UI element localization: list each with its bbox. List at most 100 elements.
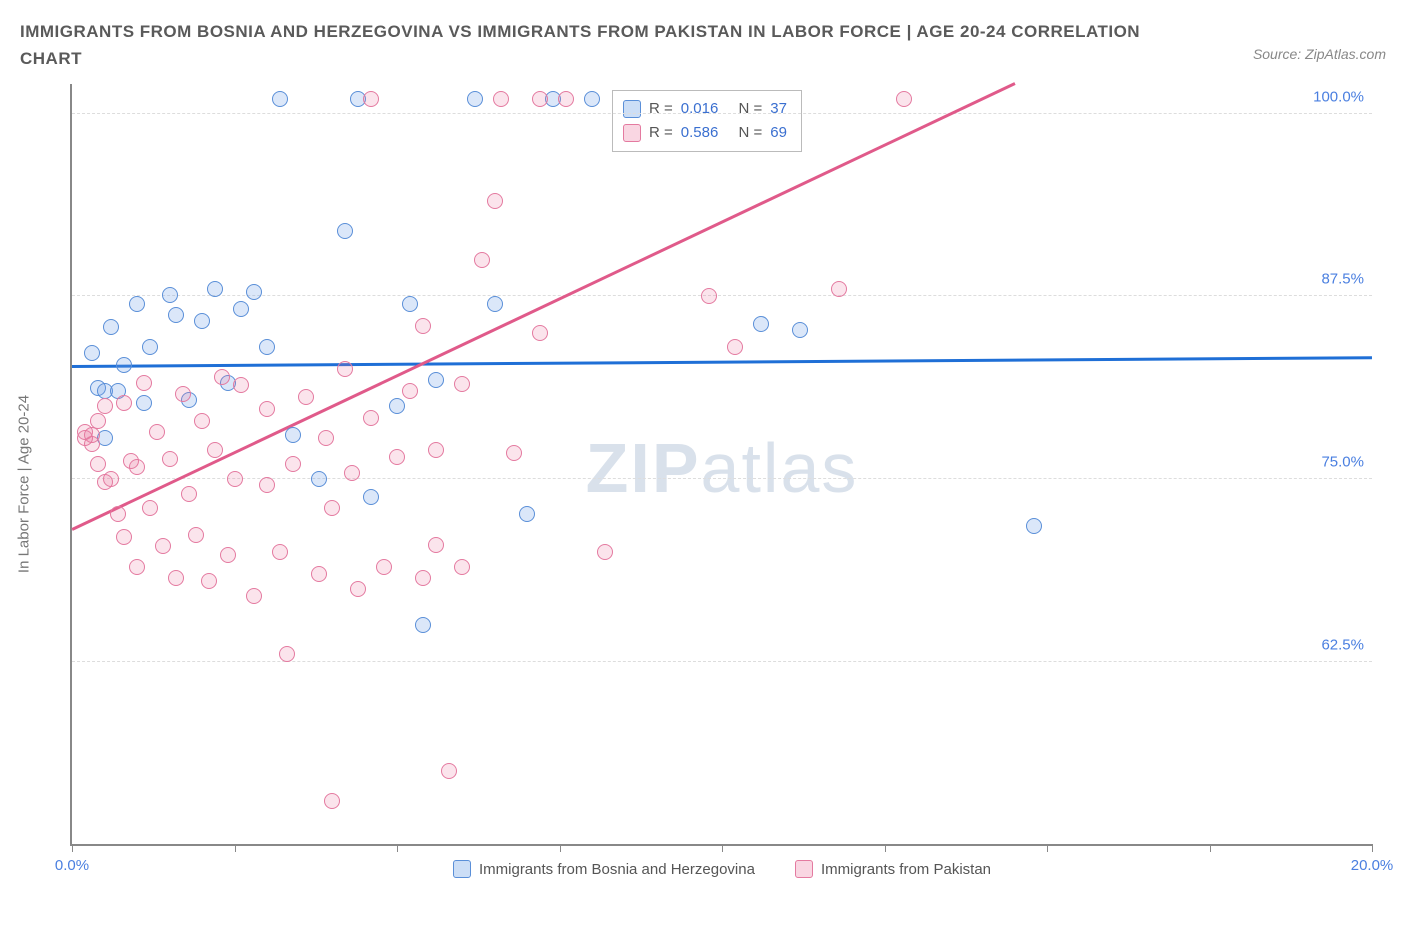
scatter-point-pakistan xyxy=(181,486,197,502)
scatter-point-bosnia xyxy=(311,471,327,487)
x-tick xyxy=(235,844,236,852)
scatter-point-pakistan xyxy=(227,471,243,487)
scatter-point-pakistan xyxy=(597,544,613,560)
scatter-point-pakistan xyxy=(428,537,444,553)
chart-title: IMMIGRANTS FROM BOSNIA AND HERZEGOVINA V… xyxy=(20,18,1170,72)
scatter-point-pakistan xyxy=(136,375,152,391)
scatter-point-bosnia xyxy=(259,339,275,355)
scatter-point-bosnia xyxy=(116,357,132,373)
series-legend: Immigrants from Bosnia and Herzegovina I… xyxy=(72,860,1372,878)
trend-line-pakistan xyxy=(71,82,1015,530)
legend-label: Immigrants from Pakistan xyxy=(821,861,991,878)
scatter-point-bosnia xyxy=(428,372,444,388)
y-tick-label: 87.5% xyxy=(1321,271,1364,288)
scatter-point-pakistan xyxy=(487,193,503,209)
scatter-point-pakistan xyxy=(246,588,262,604)
scatter-point-pakistan xyxy=(285,456,301,472)
legend-label: Immigrants from Bosnia and Herzegovina xyxy=(479,861,755,878)
scatter-point-pakistan xyxy=(415,318,431,334)
scatter-point-pakistan xyxy=(389,449,405,465)
scatter-point-bosnia xyxy=(136,395,152,411)
watermark-bold: ZIP xyxy=(586,429,701,507)
scatter-point-bosnia xyxy=(162,287,178,303)
scatter-point-bosnia xyxy=(584,91,600,107)
stat-r-label: R = xyxy=(649,121,673,145)
scatter-point-pakistan xyxy=(318,430,334,446)
scatter-point-pakistan xyxy=(188,527,204,543)
scatter-point-bosnia xyxy=(103,319,119,335)
y-axis-label: In Labor Force | Age 20-24 xyxy=(16,395,33,573)
scatter-point-pakistan xyxy=(532,91,548,107)
x-tick xyxy=(397,844,398,852)
y-tick-label: 75.0% xyxy=(1321,454,1364,471)
legend-swatch-pink xyxy=(623,124,641,142)
scatter-point-bosnia xyxy=(753,316,769,332)
legend-swatch-blue xyxy=(453,860,471,878)
scatter-point-pakistan xyxy=(324,793,340,809)
scatter-point-bosnia xyxy=(389,398,405,414)
scatter-point-pakistan xyxy=(272,544,288,560)
legend-swatch-blue xyxy=(623,100,641,118)
stat-n-value: 37 xyxy=(770,97,787,121)
scatter-point-pakistan xyxy=(350,581,366,597)
source-attribution: Source: ZipAtlas.com xyxy=(1253,18,1386,62)
x-tick xyxy=(72,844,73,852)
scatter-point-pakistan xyxy=(175,386,191,402)
scatter-point-pakistan xyxy=(454,376,470,392)
scatter-point-pakistan xyxy=(727,339,743,355)
x-tick xyxy=(1372,844,1373,852)
scatter-point-bosnia xyxy=(246,284,262,300)
scatter-point-bosnia xyxy=(194,313,210,329)
scatter-point-pakistan xyxy=(363,91,379,107)
x-tick xyxy=(1210,844,1211,852)
scatter-point-bosnia xyxy=(168,307,184,323)
x-tick xyxy=(885,844,886,852)
scatter-point-pakistan xyxy=(506,445,522,461)
scatter-point-pakistan xyxy=(149,424,165,440)
scatter-point-pakistan xyxy=(311,566,327,582)
watermark: ZIPatlas xyxy=(586,428,859,508)
scatter-point-pakistan xyxy=(259,401,275,417)
gridline xyxy=(72,113,1372,114)
scatter-point-pakistan xyxy=(428,442,444,458)
scatter-point-pakistan xyxy=(441,763,457,779)
scatter-point-pakistan xyxy=(344,465,360,481)
scatter-point-pakistan xyxy=(363,410,379,426)
scatter-point-pakistan xyxy=(454,559,470,575)
scatter-point-pakistan xyxy=(402,383,418,399)
scatter-point-bosnia xyxy=(519,506,535,522)
chart-container: In Labor Force | Age 20-24 ZIPatlas R = … xyxy=(44,84,1384,884)
stat-n-value: 69 xyxy=(770,121,787,145)
scatter-point-pakistan xyxy=(90,456,106,472)
scatter-point-pakistan xyxy=(214,369,230,385)
scatter-point-pakistan xyxy=(298,389,314,405)
scatter-point-bosnia xyxy=(363,489,379,505)
legend-item: Immigrants from Pakistan xyxy=(795,860,991,878)
scatter-point-bosnia xyxy=(207,281,223,297)
stats-row: R = 0.586 N = 69 xyxy=(623,121,787,145)
scatter-point-bosnia xyxy=(487,296,503,312)
scatter-point-bosnia xyxy=(142,339,158,355)
gridline xyxy=(72,661,1372,662)
scatter-point-pakistan xyxy=(831,281,847,297)
scatter-point-pakistan xyxy=(337,361,353,377)
stat-n-label: N = xyxy=(738,121,762,145)
scatter-point-pakistan xyxy=(415,570,431,586)
x-tick xyxy=(1047,844,1048,852)
scatter-point-pakistan xyxy=(279,646,295,662)
scatter-point-pakistan xyxy=(155,538,171,554)
scatter-point-pakistan xyxy=(129,459,145,475)
plot-area: ZIPatlas R = 0.016 N = 37 R = 0.586 N = … xyxy=(70,84,1372,846)
stat-r-value: 0.586 xyxy=(681,121,719,145)
x-tick xyxy=(560,844,561,852)
scatter-point-bosnia xyxy=(337,223,353,239)
legend-swatch-pink xyxy=(795,860,813,878)
x-tick-label: 0.0% xyxy=(55,857,89,874)
scatter-point-pakistan xyxy=(110,506,126,522)
x-tick-label: 20.0% xyxy=(1351,857,1394,874)
scatter-point-pakistan xyxy=(324,500,340,516)
scatter-point-bosnia xyxy=(84,345,100,361)
scatter-point-pakistan xyxy=(207,442,223,458)
watermark-light: atlas xyxy=(701,429,859,507)
scatter-point-pakistan xyxy=(259,477,275,493)
